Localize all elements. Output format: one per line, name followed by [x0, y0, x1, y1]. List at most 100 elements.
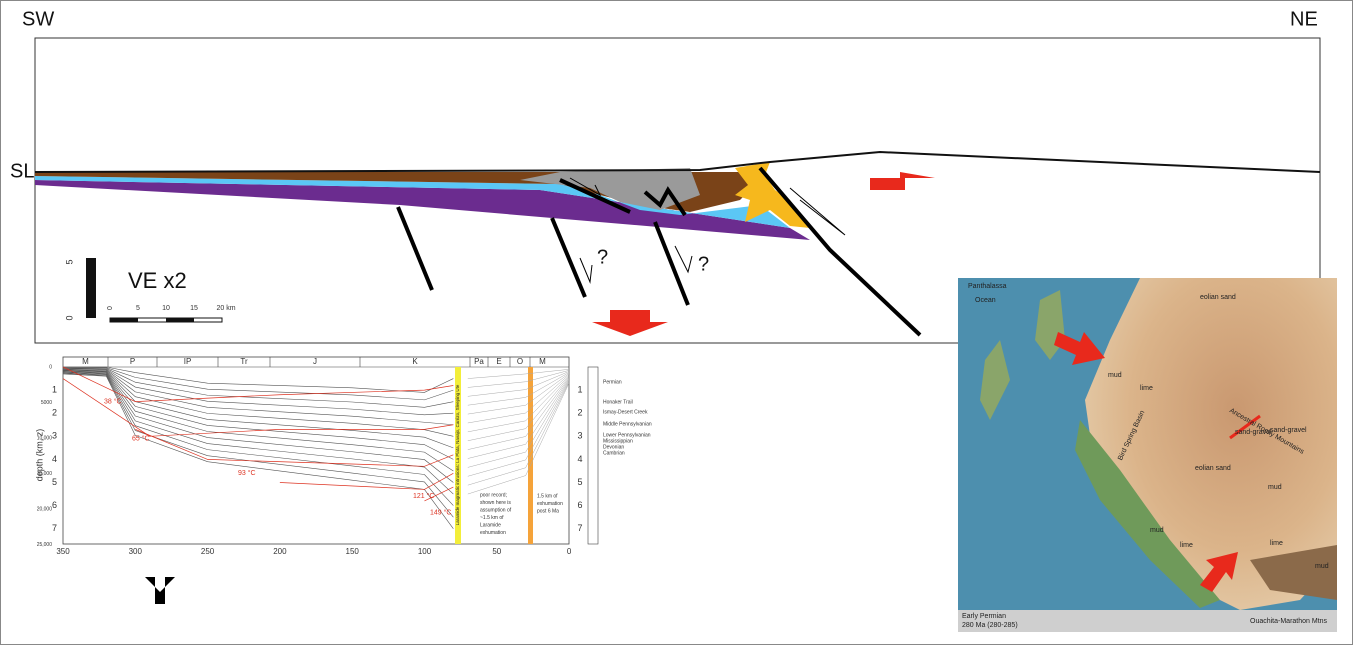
- burial-curve: [62, 368, 454, 416]
- feet-tick-label: 20,000: [37, 506, 53, 512]
- map-caption: Early Permian: [962, 613, 1006, 620]
- map-label: eolian sand: [1195, 465, 1231, 472]
- burial-curve: [467, 373, 570, 415]
- temperature-label: 121 °C: [413, 492, 434, 500]
- question-mark: ?: [597, 246, 608, 268]
- feet-tick-label: 25,000: [37, 542, 53, 548]
- scale-tick: 5: [136, 305, 140, 312]
- burial-curve: [467, 370, 570, 388]
- burial-curve: [62, 372, 454, 506]
- event-arrow: [145, 577, 175, 604]
- burial-curve: [62, 373, 454, 518]
- strat-unit: Middle Pennsylvanian: [603, 421, 652, 427]
- map-label: mud: [1108, 372, 1122, 379]
- period-label: K: [412, 357, 418, 366]
- scale-block: [166, 318, 194, 322]
- coastal-terrane: [1075, 420, 1220, 608]
- cross-section: ? ? 5 0 VE x2 0 5 10 15 20 km: [34, 150, 1321, 337]
- burial-curve: [467, 376, 570, 441]
- feet-tick-label: 15,000: [37, 471, 53, 477]
- x-tick-label: 350: [56, 547, 70, 556]
- map-label: Ouachita-Marathon Mtns: [1250, 618, 1328, 625]
- laramide-band: [455, 367, 461, 544]
- temperature-label: 38 °C: [104, 397, 122, 405]
- map-arrow: [1054, 332, 1105, 365]
- section-line: [1229, 414, 1261, 440]
- burial-curve: [62, 370, 454, 460]
- burial-curve: [467, 375, 570, 433]
- right-tick-label: 6: [577, 500, 582, 510]
- period-label: O: [517, 357, 523, 366]
- x-tick-label: 0: [567, 547, 572, 556]
- map-label: Panthalassa: [968, 283, 1007, 290]
- subsidence-arrow: [592, 310, 668, 336]
- plot-frame: [62, 356, 570, 545]
- note: shown here is: [480, 500, 511, 506]
- question-mark: ?: [698, 253, 709, 275]
- laramide-label: Laramide magmatic intrusions: La Plata, …: [455, 384, 460, 525]
- ve-label: VE x2: [128, 268, 187, 293]
- note: 1.5 km of: [537, 493, 558, 499]
- y-tick-label: 1: [52, 384, 57, 394]
- map-label: sand-gravel: [1270, 427, 1307, 434]
- right-tick-label: 5: [577, 477, 582, 487]
- burial-history: Laramide magmatic intrusions: La Plata, …: [34, 356, 583, 556]
- strat-unit: Ismay-Desert Creek: [603, 409, 648, 415]
- vertical-scale: [86, 258, 96, 318]
- x-tick-label: 300: [129, 547, 143, 556]
- strat-unit: Honaker Trail: [603, 399, 633, 405]
- period-label: Pa: [474, 357, 484, 366]
- map-label: lime: [1270, 540, 1283, 547]
- y-axis-label: depth (km, z): [34, 429, 44, 482]
- period-label: IP: [184, 357, 192, 366]
- x-tick-label: 100: [418, 547, 432, 556]
- note: poor record;: [480, 492, 507, 498]
- map-label: sand-gravel: [1235, 429, 1272, 436]
- map-label: mud: [1268, 484, 1282, 491]
- strat-column: [587, 366, 599, 545]
- period-label: P: [130, 357, 135, 366]
- paleogeographic-map: Early Permian 280 Ma (280-285): [958, 278, 1337, 632]
- strat-unit: Cambrian: [603, 450, 625, 456]
- right-tick-label: 7: [577, 523, 582, 533]
- feet-tick-label: 10,000: [37, 435, 53, 441]
- faults: [396, 166, 922, 337]
- period-label: M: [82, 357, 89, 366]
- map-label: mud: [1150, 527, 1164, 534]
- scale-tick: 15: [190, 305, 198, 312]
- burial-curve: [62, 367, 454, 408]
- temperature-label: 149 °C: [430, 508, 451, 516]
- ne-label: NE: [1290, 8, 1318, 30]
- strat-unit: Devonian: [603, 444, 624, 450]
- burial-curve: [467, 374, 570, 424]
- note: exhumation: [480, 530, 506, 536]
- burial-curve: [467, 377, 570, 450]
- x-tick-label: 50: [492, 547, 501, 556]
- burial-curve: [62, 368, 454, 426]
- strat-unit: Permian: [603, 379, 622, 385]
- feet-tick-label: 5000: [41, 400, 52, 406]
- period-label: E: [496, 357, 501, 366]
- scale-block: [110, 318, 138, 322]
- burial-curve: [62, 370, 454, 472]
- burial-curve: [467, 381, 570, 486]
- strat-unit: Mississippian: [603, 438, 633, 444]
- period-label: J: [313, 357, 317, 366]
- burial-curve: [62, 367, 454, 401]
- burial-curve: [63, 366, 454, 393]
- scale-tick: 0: [64, 315, 74, 320]
- burial-curve: [467, 379, 570, 468]
- scale-tick: 5: [64, 259, 74, 264]
- note: exhumation: [537, 501, 563, 507]
- topography: [34, 150, 1321, 173]
- right-tick-label: 3: [577, 431, 582, 441]
- y-tick-label: 5: [52, 477, 57, 487]
- x-tick-label: 200: [273, 547, 287, 556]
- temperature-label: 93 °C: [238, 469, 256, 477]
- y-tick-label: 7: [52, 523, 57, 533]
- isotherm: [279, 472, 454, 490]
- map-label: mud: [1315, 563, 1329, 570]
- note: ~1.5 km of: [480, 515, 504, 521]
- slip-arrows: [569, 177, 846, 284]
